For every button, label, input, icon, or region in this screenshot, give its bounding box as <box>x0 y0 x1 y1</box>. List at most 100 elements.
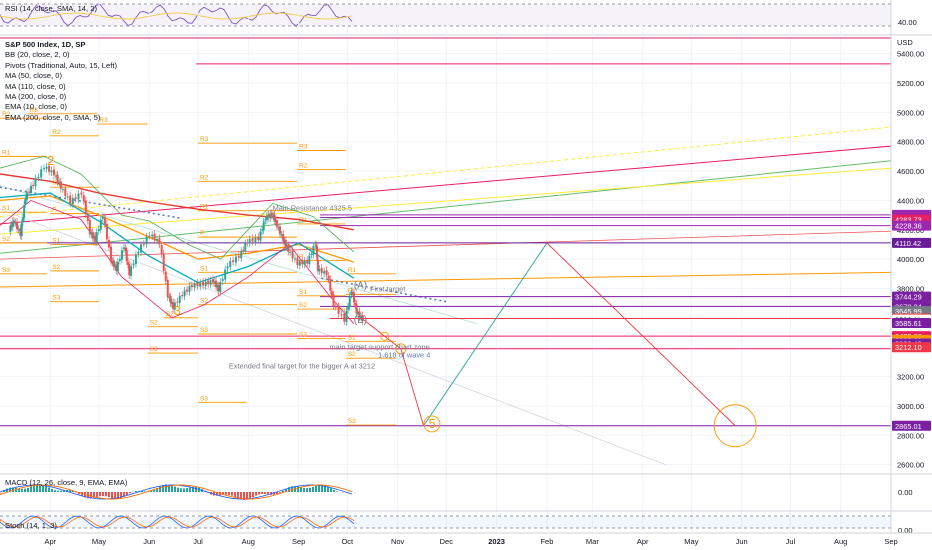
candle-body <box>186 289 189 292</box>
legend-bb[interactable]: BB (20, close, 2, 0) <box>5 50 70 60</box>
legend-pivots[interactable]: Pivots (Traditional, Auto, 15, Left) <box>5 60 117 70</box>
candle-body <box>272 215 275 217</box>
macd-histogram-bar <box>27 487 29 492</box>
pivot-label: S1 <box>2 205 10 212</box>
trend-line <box>0 160 892 254</box>
trend-line <box>0 186 181 219</box>
pivot-label: R3 <box>30 107 39 114</box>
pivot-label: R3 <box>299 144 308 151</box>
candle-body <box>25 192 28 200</box>
candle-body <box>361 315 364 322</box>
candle-body <box>278 226 281 235</box>
price-badge-label: 2865.01 <box>895 422 922 431</box>
candle-body <box>137 251 140 254</box>
candle-body <box>327 275 330 280</box>
candle-body <box>90 232 93 235</box>
x-tick-label: Aug <box>834 537 847 546</box>
candle-body <box>293 258 296 260</box>
candle-body <box>291 250 294 259</box>
macd-histogram-bar <box>144 491 146 492</box>
macd-histogram-bar <box>72 490 74 492</box>
macd-histogram-bar <box>261 492 263 495</box>
candle-body <box>114 265 117 268</box>
candle-body <box>9 225 12 232</box>
candle-body <box>232 260 235 263</box>
macd-histogram-bar <box>333 489 335 492</box>
macd-histogram-bar <box>246 492 248 500</box>
time-axis[interactable]: Apr May Jun Jul Aug Sep Oct Nov Dec 2023 Feb Mar Apr… <box>0 532 932 546</box>
macd-signal-line <box>0 484 353 500</box>
candle-body <box>16 221 19 230</box>
macd-histogram-bar <box>60 490 62 492</box>
price-pane[interactable]: R3 R2 R3 R2 R1 R1 P S1 S2 S1 S2 S3 S3 R3 R2 R1 P S1 S2 S3 S2… <box>0 0 892 533</box>
macd-histogram-bar <box>297 486 299 492</box>
legend-ma110[interactable]: MA (110, close, 0) <box>5 81 66 91</box>
macd-histogram-bar <box>231 492 233 496</box>
macd-histogram-bar <box>108 492 110 498</box>
legend-ema10[interactable]: EMA (10, close, 0) <box>5 102 68 112</box>
x-tick-label: Dec <box>440 537 454 546</box>
macd-histogram-bar <box>33 485 35 492</box>
macd-histogram-bar <box>189 487 191 492</box>
macd-histogram-bar <box>258 492 260 495</box>
wave-label: (A) <box>354 280 367 291</box>
pivot-label: S2 <box>166 311 174 318</box>
candle-body <box>128 264 131 276</box>
candle-body <box>122 247 125 250</box>
macd-histogram-bar <box>216 492 218 496</box>
legend-ma50[interactable]: MA (50, close, 0) <box>5 71 62 81</box>
candle-body <box>170 302 173 304</box>
candle-body <box>353 292 356 303</box>
price-badge-label: 4228.36 <box>895 222 922 231</box>
candle-body <box>196 282 199 287</box>
candle-body <box>188 286 191 293</box>
candle-body <box>116 261 119 272</box>
pivot-label: S2 <box>2 236 10 243</box>
price-badge <box>892 317 931 328</box>
x-tick-label: Sep <box>884 537 897 546</box>
candle-body <box>45 166 48 169</box>
macd-histogram-bar <box>312 486 314 492</box>
price-badge <box>892 291 931 302</box>
candle-body <box>71 197 74 204</box>
macd-histogram-bar <box>225 492 227 495</box>
macd-histogram-bar <box>243 492 245 500</box>
candle-body <box>287 245 290 252</box>
legend-ema200[interactable]: EMA (200, close, 0, SMA, 5) <box>5 112 101 122</box>
projection-leg <box>400 348 425 426</box>
trend-line <box>0 271 892 288</box>
macd-histogram-bar <box>264 492 266 495</box>
pivot-label: P <box>299 254 303 261</box>
trend-line <box>0 208 666 466</box>
macd-histogram-bar <box>180 488 182 492</box>
pivot-label: S3 <box>150 346 158 353</box>
chart-title: S&P 500 Index, 1D, SP <box>5 40 86 49</box>
x-tick-label: Apr <box>44 537 56 546</box>
stoch-d-line <box>0 516 355 528</box>
annotation-text: Main Resistance 4325.5 <box>273 204 352 213</box>
candle-body <box>283 240 286 243</box>
y-tick-label: 3800.00 <box>897 284 924 293</box>
macd-histogram-bar <box>240 492 242 500</box>
candle-body <box>127 261 130 266</box>
candle-body <box>142 243 145 245</box>
legend-ma200[interactable]: MA (200, close, 0) <box>5 92 67 102</box>
candle-body <box>325 270 328 276</box>
pivot-label: S1 <box>348 334 356 341</box>
candle-body <box>23 204 26 218</box>
macd-histogram-bar <box>39 484 41 492</box>
macd-histogram-bar <box>36 484 38 492</box>
pivot-label: R1 <box>2 149 11 156</box>
candle-body <box>347 306 350 310</box>
macd-histogram-bar <box>141 491 143 492</box>
price-axis[interactable]: 40.00 USD 5400.00 5200.00 5000.00 4800.00 4600… <box>890 0 931 535</box>
macd-histogram-bar <box>285 488 287 492</box>
candle-body <box>125 250 128 262</box>
trend-line <box>0 230 892 260</box>
candle-body <box>312 245 315 255</box>
annotation-text: First target <box>370 284 405 293</box>
pivot-label: P <box>200 230 204 237</box>
macd-histogram-bar <box>156 488 158 492</box>
macd-histogram-bar <box>96 492 98 497</box>
